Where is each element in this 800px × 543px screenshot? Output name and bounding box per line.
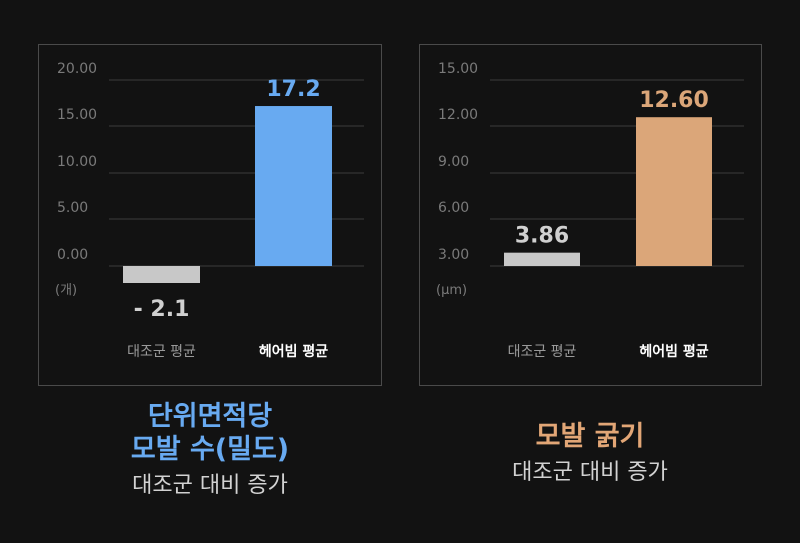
density-caption-sub: 대조군 대비 증가 (132, 473, 288, 498)
density-chart: 20.00 15.00 10.00 5.00 0.00 (개) - 2.1 대조군 평균 17.… (55, 61, 364, 360)
y-tick-label: 20.00 (57, 61, 97, 77)
density-category-label-1: 대조군 평균 (127, 344, 196, 360)
thickness-chart-panel: 15.00 12.00 9.00 6.00 3.00 (μm) 3.86 대조군 평균 12.6… (419, 44, 762, 386)
y-tick-label: 9.00 (438, 154, 469, 170)
thickness-bar-1 (504, 252, 580, 266)
thickness-category-label-2: 헤어빔 평균 (639, 343, 708, 360)
density-caption-line-2: 모발 수(밀도) (130, 434, 290, 465)
y-tick-label: 3.00 (438, 247, 469, 263)
thickness-category-label-1: 대조군 평균 (508, 344, 577, 360)
y-unit-label: (μm) (436, 283, 467, 298)
y-tick-label: 15.00 (57, 107, 97, 123)
y-tick-label: 12.00 (438, 107, 478, 123)
y-tick-label: 10.00 (57, 154, 97, 170)
y-tick-label: 15.00 (438, 61, 478, 77)
thickness-caption-line-1: 모발 굵기 (535, 421, 645, 452)
y-tick-label: 5.00 (57, 200, 88, 216)
thickness-caption: 모발 굵기 대조군 대비 증가 (420, 420, 760, 491)
y-tick-label: 6.00 (438, 200, 469, 216)
density-chart-panel: 20.00 15.00 10.00 5.00 0.00 (개) - 2.1 대조군 평균 17.… (38, 44, 382, 386)
density-bar-2 (255, 106, 332, 266)
thickness-bar-2 (636, 117, 712, 266)
thickness-caption-sub: 대조군 대비 증가 (512, 460, 668, 485)
density-bar-1 (123, 266, 200, 283)
density-value-label-2: 17.2 (266, 77, 320, 102)
density-caption: 단위면적당 모발 수(밀도) 대조군 대비 증가 (40, 400, 380, 504)
y-unit-label: (개) (55, 283, 77, 298)
density-category-label-2: 헤어빔 평균 (259, 343, 328, 360)
thickness-chart: 15.00 12.00 9.00 6.00 3.00 (μm) 3.86 대조군 평균 12.6… (436, 61, 744, 360)
y-tick-label: 0.00 (57, 247, 88, 263)
density-value-label-1: - 2.1 (134, 297, 190, 322)
density-caption-line-1: 단위면적당 (147, 401, 273, 432)
thickness-value-label-1: 3.86 (515, 224, 569, 249)
thickness-value-label-2: 12.60 (639, 88, 709, 113)
